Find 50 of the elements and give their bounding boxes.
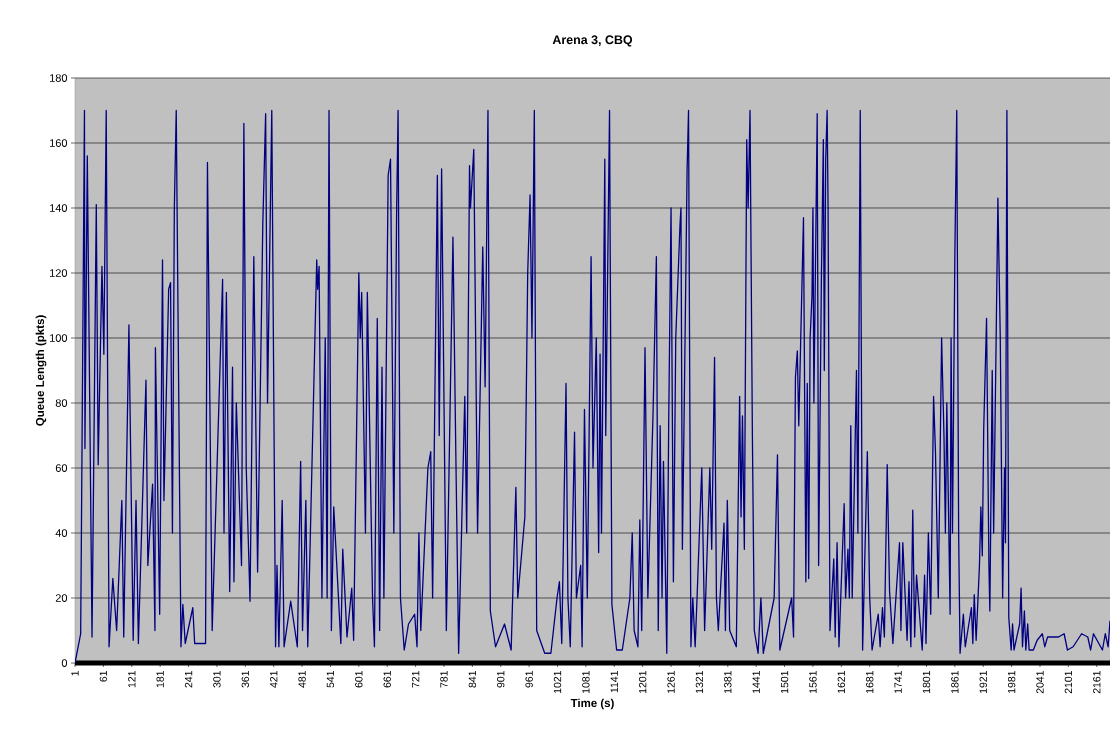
x-tick-label: 1141 bbox=[610, 671, 618, 693]
x-tick-label: 241 bbox=[184, 671, 193, 688]
x-tick-label: 901 bbox=[497, 671, 505, 688]
x-tick-label: 841 bbox=[468, 671, 477, 688]
y-tick-label: 40 bbox=[55, 529, 68, 537]
y-tick-label: 120 bbox=[50, 269, 68, 277]
y-tick-label: 60 bbox=[55, 464, 68, 472]
y-tick-label: 20 bbox=[55, 594, 68, 602]
x-tick-label: 1 bbox=[71, 671, 79, 676]
x-tick-label: 781 bbox=[440, 671, 448, 688]
chart-title: Arena 3, CBQ bbox=[552, 35, 633, 47]
x-tick-label: 1021 bbox=[553, 671, 562, 693]
x-axis-title: Time (s) bbox=[570, 698, 614, 710]
x-tick-label: 721 bbox=[411, 671, 420, 688]
x-tick-label: 1921 bbox=[979, 671, 987, 693]
x-tick-label: 1261 bbox=[667, 671, 675, 693]
x-tick-label: 1381 bbox=[724, 671, 732, 693]
x-tick-label: 481 bbox=[298, 671, 306, 688]
x-tick-label: 1081 bbox=[582, 671, 590, 693]
x-tick-label: 301 bbox=[213, 671, 221, 688]
x-tick-label: 1561 bbox=[809, 671, 817, 693]
x-tick-label: 1201 bbox=[638, 671, 647, 693]
x-tick-label: 1501 bbox=[780, 671, 789, 693]
x-tick-label: 1681 bbox=[866, 671, 874, 693]
x-tick-label: 2041 bbox=[1036, 671, 1044, 694]
y-tick-label: 180 bbox=[50, 74, 68, 82]
y-tick-label: 160 bbox=[50, 139, 68, 147]
x-tick-label: 661 bbox=[383, 671, 391, 688]
x-tick-label: 421 bbox=[270, 671, 278, 688]
y-tick-label: 100 bbox=[50, 334, 68, 342]
x-tick-label: 1981 bbox=[1007, 671, 1016, 693]
y-tick-label: 0 bbox=[61, 659, 68, 667]
x-tick-label: 1801 bbox=[922, 671, 931, 693]
x-tick-label: 541 bbox=[326, 671, 335, 688]
x-tick-label: 2101 bbox=[1064, 671, 1073, 694]
x-tick-label: 2161 bbox=[1093, 671, 1101, 694]
x-tick-label: 61 bbox=[99, 671, 108, 682]
x-tick-label: 1621 bbox=[837, 671, 846, 693]
y-axis-title: Queue Length (pkts) bbox=[35, 315, 47, 426]
x-tick-label: 961 bbox=[525, 671, 533, 688]
x-tick-label: 1321 bbox=[695, 671, 704, 693]
x-tick-label: 601 bbox=[355, 671, 363, 688]
x-tick-label: 361 bbox=[241, 671, 250, 688]
x-tick-label: 1441 bbox=[752, 671, 760, 693]
x-tick-label: 1861 bbox=[951, 671, 959, 693]
x-tick-label: 181 bbox=[156, 671, 164, 688]
x-tick-label: 1741 bbox=[894, 671, 902, 693]
x-tick-label: 121 bbox=[128, 671, 136, 688]
y-tick-label: 140 bbox=[50, 204, 68, 212]
y-tick-label: 80 bbox=[55, 399, 68, 407]
